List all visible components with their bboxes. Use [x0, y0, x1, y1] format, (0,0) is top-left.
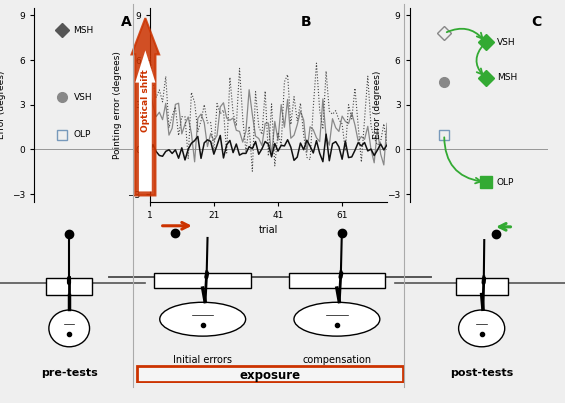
Text: post-tests: post-tests	[450, 368, 513, 378]
Ellipse shape	[294, 302, 380, 336]
Text: Initial errors: Initial errors	[173, 355, 232, 365]
Bar	[456, 278, 507, 295]
Text: A: A	[121, 15, 132, 29]
Bar	[46, 278, 92, 295]
FancyArrow shape	[135, 50, 155, 191]
Text: compensation: compensation	[302, 355, 371, 365]
Text: Optical shift: Optical shift	[141, 69, 150, 132]
Text: B: B	[301, 15, 311, 29]
Ellipse shape	[160, 302, 246, 336]
Text: C: C	[532, 15, 542, 29]
Bar	[154, 273, 251, 288]
Ellipse shape	[49, 310, 89, 347]
X-axis label: trial: trial	[259, 225, 278, 235]
FancyBboxPatch shape	[137, 366, 403, 382]
Text: pre-tests: pre-tests	[41, 368, 98, 378]
Ellipse shape	[459, 310, 505, 347]
Text: OLP: OLP	[73, 130, 91, 139]
Y-axis label: Error (degrees): Error (degrees)	[0, 71, 6, 139]
Y-axis label: Error (degrees): Error (degrees)	[373, 71, 382, 139]
Text: MSH: MSH	[73, 26, 94, 35]
Text: OLP: OLP	[497, 178, 514, 187]
Text: MSH: MSH	[497, 73, 517, 83]
Y-axis label: Pointing error (degrees): Pointing error (degrees)	[113, 51, 122, 159]
FancyArrow shape	[132, 18, 159, 195]
Text: VSH: VSH	[73, 93, 92, 102]
Text: VSH: VSH	[497, 38, 515, 47]
Text: exposure: exposure	[239, 369, 301, 382]
Bar	[289, 273, 385, 288]
